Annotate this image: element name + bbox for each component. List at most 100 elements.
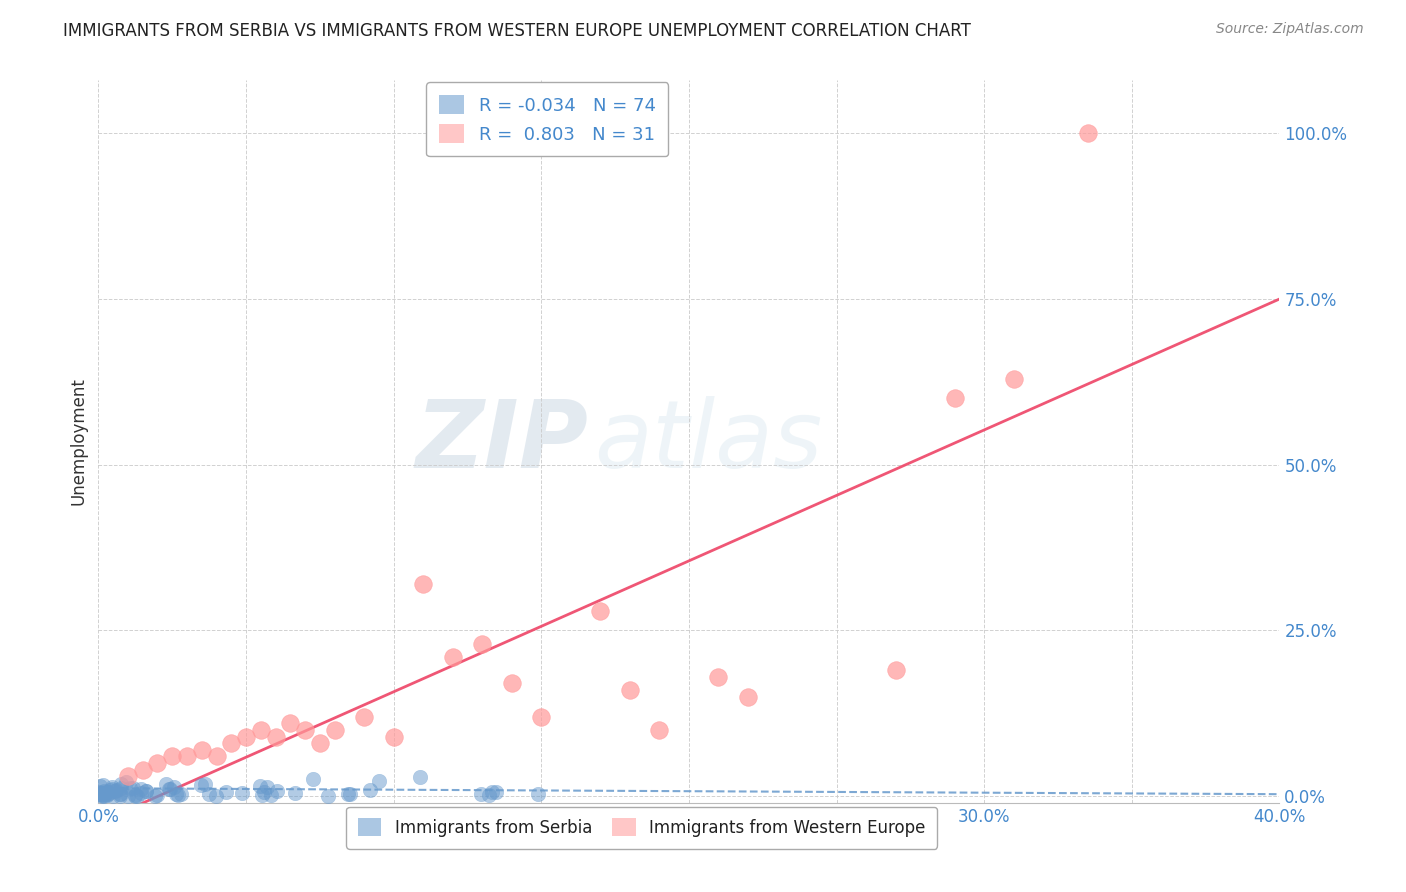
Point [96,788,118,802]
Point [294,723,316,737]
Point [89,786,111,800]
Point [162,749,183,764]
Point [409,770,432,784]
Point [129,786,152,800]
Point [589,603,612,617]
Point [96,789,118,803]
Text: ZIP: ZIP [416,395,589,488]
Point [135,784,157,798]
Point [470,788,492,802]
Point [122,780,145,795]
Point [101,781,124,796]
Point [280,716,302,731]
Point [91,789,114,803]
Point [110,776,132,790]
Point [382,730,405,744]
Point [221,736,243,750]
Point [1002,371,1025,385]
Text: Source: ZipAtlas.com: Source: ZipAtlas.com [1216,22,1364,37]
Point [163,780,186,795]
Point [249,779,271,793]
Point [194,777,217,791]
Legend: Immigrants from Serbia, Immigrants from Western Europe: Immigrants from Serbia, Immigrants from … [346,806,936,848]
Point [481,785,503,799]
Point [264,730,287,744]
Point [266,784,288,798]
Point [309,736,332,750]
Point [359,782,381,797]
Point [89,785,111,799]
Point [205,749,228,764]
Point [336,787,359,801]
Point [91,786,114,800]
Point [101,780,124,795]
Point [155,777,177,791]
Point [98,782,121,797]
Point [98,786,121,800]
Point [471,637,494,651]
Point [108,787,131,801]
Point [135,784,157,798]
Point [197,787,219,801]
Point [89,779,111,793]
Point [235,730,257,744]
Point [165,787,187,801]
Point [91,786,114,800]
Point [91,788,114,802]
Point [530,709,553,723]
Point [231,786,253,800]
Point [707,670,730,684]
Point [501,676,523,690]
Point [108,787,131,801]
Point [250,723,273,737]
Y-axis label: Unemployment: Unemployment [69,377,87,506]
Point [124,789,146,803]
Point [159,782,181,797]
Point [117,769,139,783]
Point [1077,126,1099,140]
Point [90,789,112,803]
Point [190,778,212,792]
Point [441,650,464,665]
Point [146,788,169,802]
Point [412,577,434,591]
Point [132,763,155,777]
Point [114,775,136,789]
Point [943,392,966,406]
Point [302,772,325,786]
Point [884,663,907,677]
Point [143,789,166,803]
Point [323,723,346,737]
Point [339,787,361,801]
Point [527,787,550,801]
Point [104,782,127,797]
Point [117,789,139,803]
Point [205,789,228,804]
Point [167,788,190,802]
Point [93,784,115,798]
Text: IMMIGRANTS FROM SERBIA VS IMMIGRANTS FROM WESTERN EUROPE UNEMPLOYMENT CORRELATIO: IMMIGRANTS FROM SERBIA VS IMMIGRANTS FRO… [63,22,972,40]
Point [91,787,114,801]
Point [191,743,214,757]
Point [648,723,671,737]
Point [478,788,501,802]
Point [215,785,238,799]
Point [250,788,273,802]
Point [87,787,110,801]
Point [129,782,152,797]
Point [96,785,118,799]
Text: atlas: atlas [595,396,823,487]
Point [101,789,124,803]
Point [318,789,340,803]
Point [253,785,276,799]
Point [108,789,131,803]
Point [118,781,141,796]
Point [284,785,307,799]
Point [93,789,115,803]
Point [353,709,375,723]
Point [146,756,169,770]
Point [91,778,114,792]
Point [485,785,508,799]
Point [170,787,193,801]
Point [737,690,759,704]
